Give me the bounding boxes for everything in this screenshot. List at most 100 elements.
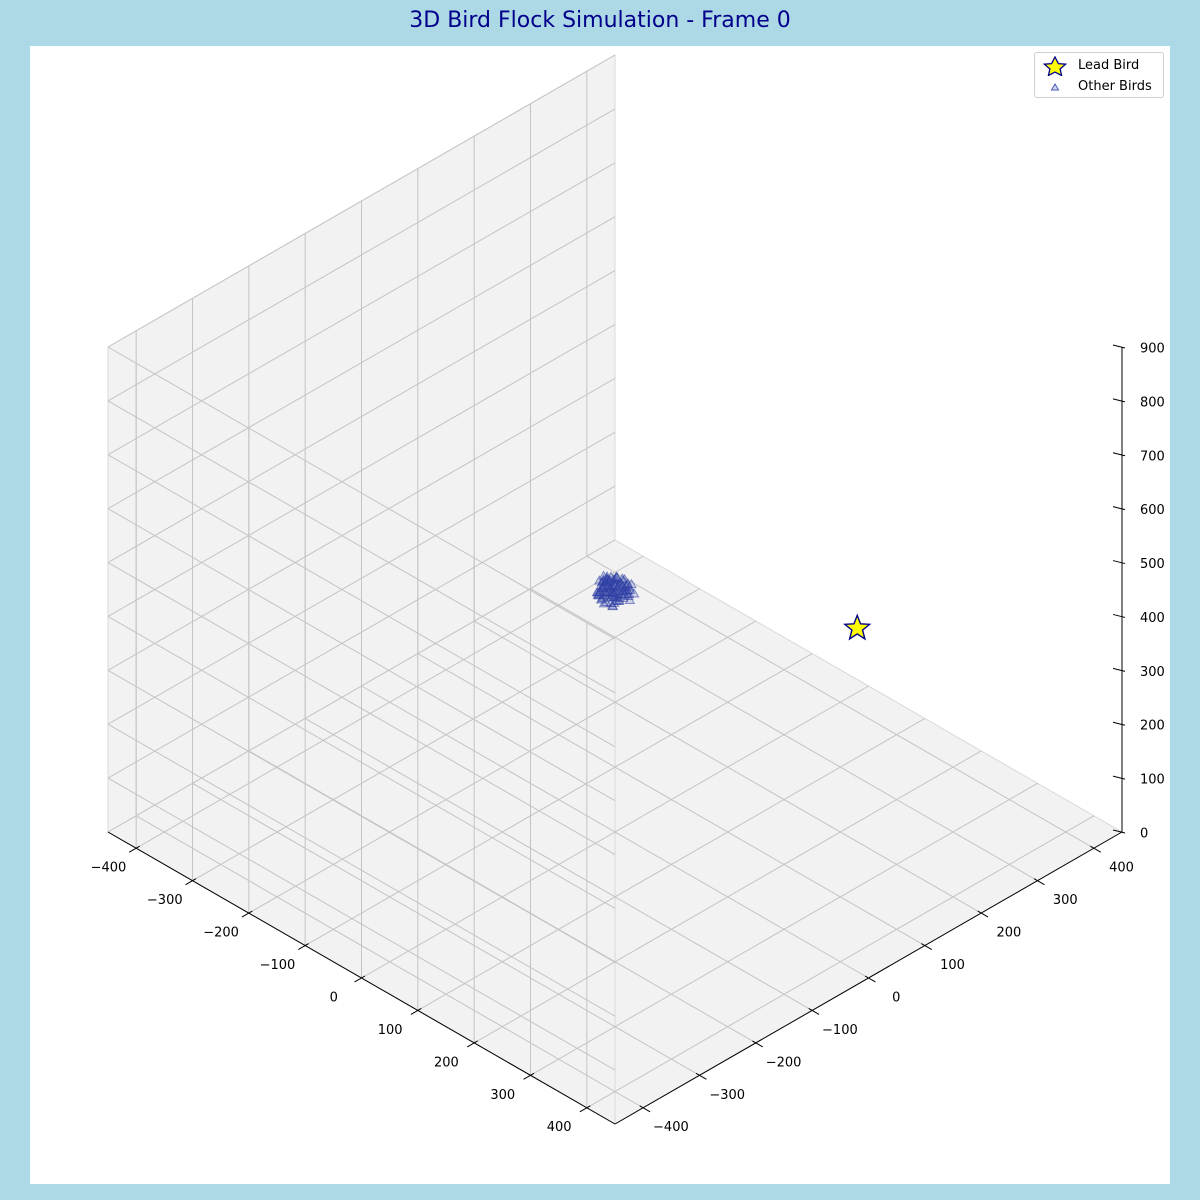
floor-gridline-y [304, 653, 813, 946]
z-tick-label: 200 [1140, 719, 1165, 734]
z-tick-mark [1112, 613, 1126, 618]
floor-gridline-y [135, 555, 644, 849]
z-tick-label: 400 [1140, 611, 1165, 626]
wall-gridline-z [107, 562, 616, 855]
y-tick-label: −100 [260, 958, 296, 973]
x-tick-label: 200 [996, 926, 1021, 941]
x-tick-label: −300 [709, 1088, 745, 1103]
z-tick-mark [1112, 775, 1126, 780]
wall-gridline-z [107, 485, 616, 779]
z-tick-mark [1112, 560, 1126, 565]
x-tick-mark [808, 1008, 820, 1015]
z-tick-label: 0 [1140, 827, 1148, 842]
other-bird-marker [602, 580, 614, 590]
z-tick-mark [1112, 829, 1126, 834]
wall-gridline-z [107, 54, 616, 348]
chart-title: 3D Bird Flock Simulation - Frame 0 [409, 8, 791, 33]
wall-gridline-z [107, 616, 616, 909]
legend-item-other-birds: Other Birds [1035, 77, 1165, 97]
other-bird-marker [626, 578, 637, 589]
z-tick-label: 100 [1140, 773, 1165, 788]
z-tick-mark [1112, 667, 1126, 672]
star-icon [1042, 56, 1068, 76]
other-bird-marker [617, 592, 629, 602]
other-bird-marker [593, 588, 605, 599]
floor-gridline-y [530, 782, 1038, 1076]
y-tick-label: 0 [330, 990, 338, 1005]
y-tick-label: −400 [91, 861, 127, 876]
other-bird-marker [611, 571, 623, 581]
wall-gridline-z [107, 162, 616, 456]
y-tick-mark [128, 845, 140, 853]
y-tick-mark [241, 910, 253, 918]
other-bird-marker [600, 579, 612, 589]
wall-gridline-z [107, 508, 616, 802]
wall-gridline-z [107, 216, 616, 510]
y-tick-mark [410, 1008, 422, 1015]
x-tick-label: −200 [766, 1055, 802, 1070]
x-tick-mark [639, 1105, 651, 1113]
floor-gridline-y [417, 718, 926, 1011]
z-tick-label: 500 [1140, 557, 1165, 572]
wall-gridline-z [107, 777, 616, 1071]
other-bird-marker [622, 577, 634, 588]
x-tick-mark [977, 910, 989, 918]
y-tick-label: 100 [378, 1023, 403, 1038]
y-tick-mark [354, 975, 366, 983]
triangle-icon [1050, 83, 1060, 91]
y-tick-label: 300 [490, 1088, 515, 1103]
x-tick-mark [695, 1072, 707, 1080]
y-tick-label: −300 [147, 893, 183, 908]
wall-gridline-z [107, 108, 616, 402]
floor-gridline-y [586, 815, 1095, 1109]
z-tick-mark [1112, 506, 1126, 511]
y-tick-mark [185, 878, 197, 886]
wall-gridline-z [107, 431, 616, 725]
x-tick-label: 400 [1109, 861, 1134, 876]
x-tick-label: 100 [940, 958, 965, 973]
x-tick-mark [752, 1040, 764, 1048]
x-tick-mark [921, 943, 933, 950]
wall-gridline-z [107, 346, 616, 640]
y-tick-label: 200 [434, 1055, 459, 1070]
z-tick-mark [1112, 344, 1126, 349]
x-tick-mark [1033, 878, 1045, 886]
z-tick-mark [1112, 398, 1126, 403]
floor-gridline-y [248, 620, 757, 914]
z-tick-label: 800 [1140, 395, 1165, 410]
x-tick-label: 0 [892, 990, 900, 1005]
floor-gridline-y [361, 685, 869, 979]
y-tick-label: −200 [203, 926, 239, 941]
y-tick-mark [466, 1040, 478, 1048]
x-tick-mark [864, 975, 876, 983]
x-tick-label: −100 [822, 1023, 858, 1038]
z-tick-label: 900 [1140, 342, 1165, 357]
other-bird-marker [593, 575, 605, 585]
other-bird-marker [600, 596, 612, 607]
y-tick-mark [523, 1072, 535, 1080]
lead-bird-marker [843, 613, 872, 641]
wall-gridline-z [107, 270, 616, 563]
x-tick-mark [1090, 845, 1102, 853]
floor-gridline-y [473, 750, 982, 1044]
wall-gridline-z [107, 723, 616, 1017]
z-tick-mark [1112, 452, 1126, 457]
wall-gridline-z [107, 377, 616, 671]
wall-gridline-z [107, 669, 616, 963]
z-tick-label: 700 [1140, 449, 1165, 464]
x-tick-label: −400 [653, 1120, 689, 1135]
floor-gridline-y [192, 588, 700, 882]
wall-gridline-z [107, 454, 616, 748]
legend-label-lead-bird: Lead Bird [1078, 58, 1140, 73]
x-tick-label: 300 [1053, 893, 1078, 908]
wall-gridline-z [107, 324, 616, 617]
legend: Lead Bird Other Birds [1034, 52, 1164, 98]
other-bird-marker [612, 582, 624, 593]
z-tick-label: 600 [1140, 503, 1165, 518]
z-tick-label: 300 [1140, 665, 1165, 680]
legend-item-lead-bird: Lead Bird [1035, 56, 1165, 76]
y-tick-mark [297, 943, 309, 950]
legend-label-other-birds: Other Birds [1078, 79, 1152, 94]
